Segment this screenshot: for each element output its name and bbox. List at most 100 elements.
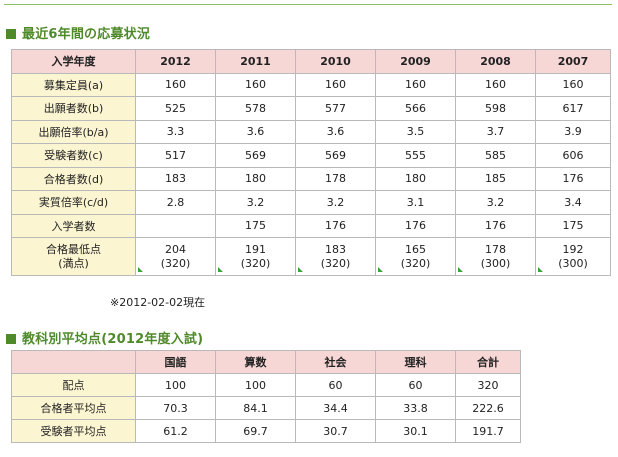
table-cell: 30.7 xyxy=(295,419,376,443)
table-cell: 69.7 xyxy=(215,419,296,443)
table-cell: 3.6 xyxy=(295,119,376,144)
table-cell: 165 (320) xyxy=(375,237,456,276)
table-cell: 34.4 xyxy=(295,396,376,420)
table-cell: 555 xyxy=(375,143,456,168)
section-title-averages: 教科別平均点(2012年度入試) xyxy=(6,328,203,347)
table-cell: 70.3 xyxy=(135,396,216,420)
table-row-min-score: 合格最低点 (満点) 204 (320) 191 (320) 183 (320) 16… xyxy=(11,237,611,276)
table-cell: 178 xyxy=(295,166,376,191)
subject-header: 社会 xyxy=(295,350,376,374)
row-label: 入学者数 xyxy=(11,213,136,238)
bullet-square-icon xyxy=(6,29,16,39)
section-title-applications: 最近6年間の応募状況 xyxy=(6,23,150,42)
table-cell: 3.5 xyxy=(375,119,456,144)
table-cell: 100 xyxy=(135,373,216,397)
table-cell: 525 xyxy=(135,96,216,121)
table-row: 募集定員(a) 160 160 160 160 160 160 xyxy=(11,72,611,97)
table-cell: 176 xyxy=(455,213,536,238)
min-score: 183 xyxy=(325,242,346,256)
table-cell: 585 xyxy=(455,143,536,168)
table-cell: 175 xyxy=(215,213,296,238)
bullet-square-icon xyxy=(6,334,16,344)
row-label: 合格者数(d) xyxy=(11,166,136,191)
subject-header: 算数 xyxy=(215,350,296,374)
table-cell: 176 xyxy=(295,213,376,238)
max-score: (320) xyxy=(240,256,271,270)
top-divider xyxy=(4,4,612,5)
table-header-row: 国語 算数 社会 理科 合計 xyxy=(11,350,521,374)
row-label: 出願者数(b) xyxy=(11,96,136,121)
table-cell: 183 (320) xyxy=(295,237,376,276)
table-cell: 160 xyxy=(135,72,216,97)
table-cell: 577 xyxy=(295,96,376,121)
table-cell: 175 xyxy=(535,213,611,238)
row-label: 募集定員(a) xyxy=(11,72,136,97)
min-score: 165 xyxy=(405,242,426,256)
table-cell: 3.2 xyxy=(215,190,296,215)
table-row: 受験者数(c) 517 569 569 555 585 606 xyxy=(11,143,611,168)
table-cell: 30.1 xyxy=(375,419,456,443)
table-cell: 569 xyxy=(295,143,376,168)
table-cell: 566 xyxy=(375,96,456,121)
table-cell: 176 xyxy=(535,166,611,191)
header-label: 入学年度 xyxy=(11,49,136,74)
table-cell: 160 xyxy=(535,72,611,97)
row-label: 合格者平均点 xyxy=(11,396,136,420)
table-row: 出願者数(b) 525 578 577 566 598 617 xyxy=(11,96,611,121)
table-cell: 191 (320) xyxy=(215,237,296,276)
table-cell: 617 xyxy=(535,96,611,121)
table-cell: 204 (320) xyxy=(135,237,216,276)
table-cell: 33.8 xyxy=(375,396,456,420)
row-label: 受験者数(c) xyxy=(11,143,136,168)
table-cell: 598 xyxy=(455,96,536,121)
table-cell: 185 xyxy=(455,166,536,191)
subject-header: 国語 xyxy=(135,350,216,374)
table-cell: 3.4 xyxy=(535,190,611,215)
table-cell: 578 xyxy=(215,96,296,121)
row-label-line: (満点) xyxy=(58,256,89,270)
year-header: 2007 xyxy=(535,49,611,74)
table-cell: 3.6 xyxy=(215,119,296,144)
table-cell: 60 xyxy=(375,373,456,397)
min-score: 191 xyxy=(245,242,266,256)
table-cell: 61.2 xyxy=(135,419,216,443)
table-cell: 222.6 xyxy=(455,396,521,420)
min-score: 192 xyxy=(562,242,584,256)
table-cell: 178 (300) xyxy=(455,237,536,276)
table-cell: 60 xyxy=(295,373,376,397)
max-score: (320) xyxy=(320,256,351,270)
table-cell: 100 xyxy=(215,373,296,397)
table-cell: 3.9 xyxy=(535,119,611,144)
table-cell: 517 xyxy=(135,143,216,168)
comment-marker-icon xyxy=(378,267,383,272)
year-header: 2011 xyxy=(215,49,296,74)
comment-marker-icon xyxy=(538,267,543,272)
table-cell: 2.8 xyxy=(135,190,216,215)
row-label: 出願倍率(b/a) xyxy=(11,119,136,144)
year-header: 2009 xyxy=(375,49,456,74)
table-row: 実質倍率(c/d) 2.8 3.2 3.2 3.1 3.2 3.4 xyxy=(11,190,611,215)
table-cell xyxy=(135,213,216,238)
as-of-note: ※2012-02-02現在 xyxy=(110,296,206,309)
table-cell: 160 xyxy=(215,72,296,97)
subject-average-table: 国語 算数 社会 理科 合計 配点 100 100 60 60 320 合格者平… xyxy=(11,350,521,443)
subject-header: 理科 xyxy=(375,350,456,374)
comment-marker-icon xyxy=(458,267,463,272)
max-score: (320) xyxy=(160,256,191,270)
table-row: 出願倍率(b/a) 3.3 3.6 3.6 3.5 3.7 3.9 xyxy=(11,119,611,144)
table-cell: 160 xyxy=(375,72,456,97)
table-header-row: 入学年度 2012 2011 2010 2009 2008 2007 xyxy=(11,49,611,74)
max-score: (300) xyxy=(480,256,511,270)
table-cell: 192 (300) xyxy=(535,237,611,276)
table-cell: 160 xyxy=(295,72,376,97)
table-cell: 606 xyxy=(535,143,611,168)
row-label: 合格最低点 (満点) xyxy=(11,237,136,276)
min-score: 204 xyxy=(165,242,186,256)
table-cell: 3.2 xyxy=(455,190,536,215)
table-row: 配点 100 100 60 60 320 xyxy=(11,373,521,397)
table-cell: 569 xyxy=(215,143,296,168)
subject-header: 合計 xyxy=(455,350,521,374)
row-label: 実質倍率(c/d) xyxy=(11,190,136,215)
table-cell: 3.1 xyxy=(375,190,456,215)
table-cell: 3.3 xyxy=(135,119,216,144)
